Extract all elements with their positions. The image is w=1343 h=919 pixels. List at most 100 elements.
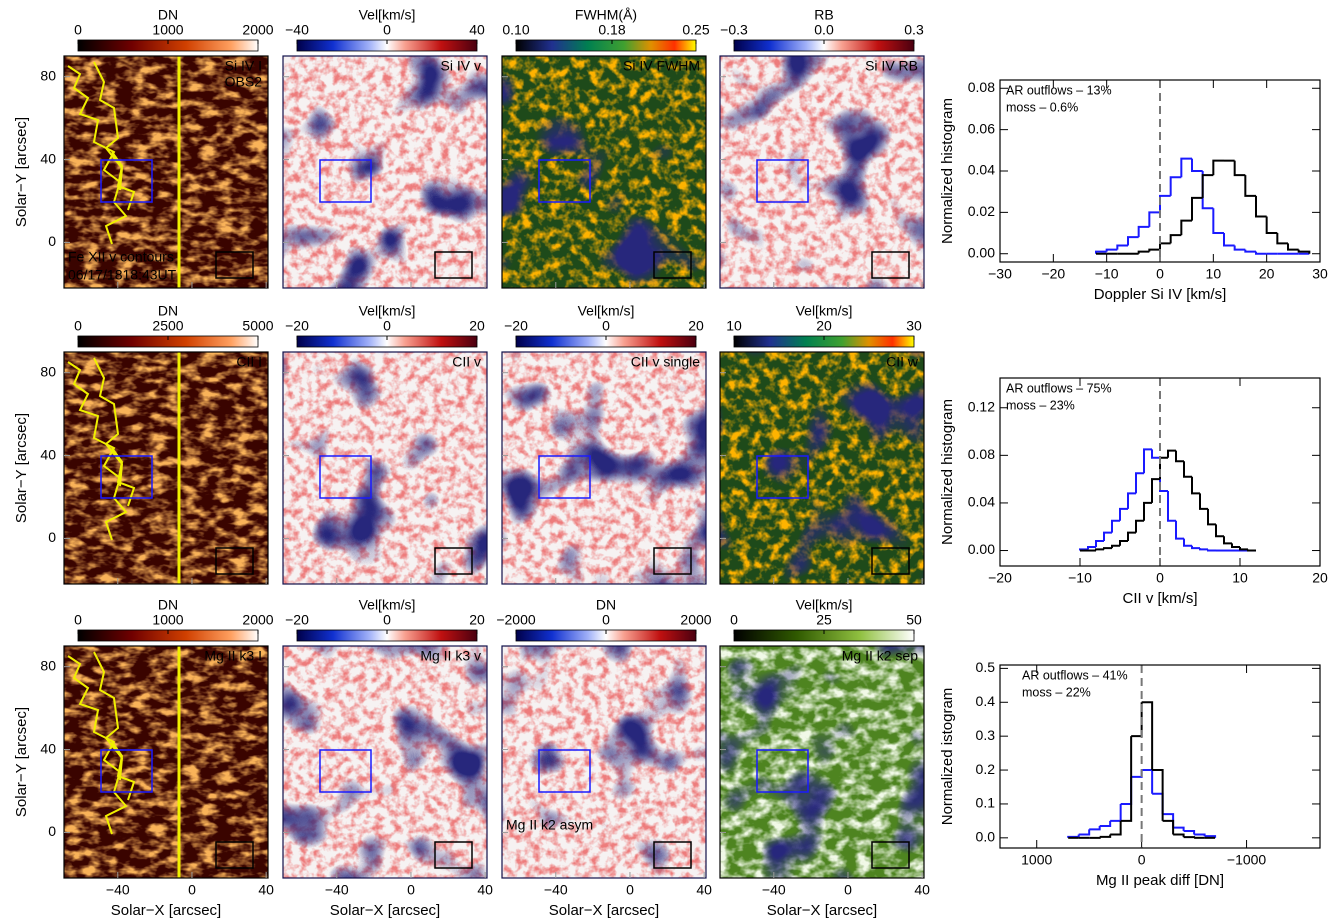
histogram-step — [1160, 243, 1171, 249]
y-tick-label: 0.00 — [968, 244, 995, 260]
histogram-step — [1152, 794, 1162, 814]
histogram-step — [1107, 250, 1118, 252]
x-tick-label: 40 — [696, 882, 712, 898]
y-axis-label: Normalized histogram — [939, 98, 956, 244]
histogram-step — [1136, 521, 1144, 533]
histogram-step — [1288, 243, 1299, 249]
colorbar-tick-label: 0.10 — [502, 22, 529, 38]
colorbar-tick-label: 50 — [906, 612, 922, 628]
histogram-step — [1245, 250, 1256, 252]
colorbar-tick-label: 0 — [74, 318, 82, 334]
histogram-step — [1248, 549, 1256, 550]
colorbar-tick-label: 0.18 — [598, 22, 625, 38]
x-tick-label: 20 — [1312, 570, 1328, 586]
colorbar-tick-label: 0 — [602, 318, 610, 334]
histogram-step — [1203, 171, 1214, 208]
x-axis-label: Solar−X [arcsec] — [111, 902, 221, 919]
colorbar-tick-label: 2000 — [680, 612, 711, 628]
histogram-step — [1184, 831, 1194, 834]
histogram-step — [1142, 702, 1152, 770]
histogram-step — [1194, 834, 1204, 836]
x-axis-label: Solar−X [arcsec] — [330, 902, 440, 919]
histogram-step — [1173, 828, 1183, 831]
histogram-step — [1160, 458, 1168, 479]
x-tick-label: −10 — [1068, 570, 1092, 586]
histogram-step — [1152, 449, 1160, 457]
histogram-step — [1181, 221, 1192, 235]
histogram-step — [1149, 250, 1160, 252]
histogram-step — [1088, 547, 1096, 549]
colorbar-tick-label: 0 — [383, 22, 391, 38]
histogram-step — [1160, 458, 1168, 491]
colorbar-tick-label: 1000 — [152, 22, 183, 38]
histogram-step — [1144, 449, 1152, 473]
histogram-step — [1152, 479, 1160, 503]
y-tick-label: 0.04 — [968, 162, 995, 178]
histogram-step — [1139, 252, 1150, 254]
histogram-step — [1100, 821, 1110, 826]
histogram-step — [1267, 217, 1278, 234]
histogram-step — [1213, 161, 1224, 175]
histogram-step — [1176, 451, 1184, 462]
panel-label: Mg II k2 sep — [842, 648, 918, 664]
colorbar-tick-label: 10 — [726, 318, 742, 334]
histogram-step — [1142, 770, 1152, 794]
histogram-step — [1117, 245, 1128, 249]
panel-label: CII v single — [631, 354, 700, 370]
x-tick-label: 10 — [1232, 570, 1248, 586]
histogram-step — [1171, 235, 1182, 243]
legend-entry: moss – 22% — [1022, 685, 1091, 699]
histogram-step — [1256, 196, 1267, 217]
y-axis-label: Solar−Y [arcsec] — [13, 117, 30, 227]
histogram-step — [1160, 196, 1171, 213]
colorbar-tick-label: 0 — [383, 318, 391, 334]
x-tick-label: 0 — [407, 882, 415, 898]
colorbar-tick-label: 2000 — [242, 612, 273, 628]
histogram-step — [1110, 804, 1120, 821]
histogram-step — [1203, 175, 1214, 198]
histogram-step — [1168, 451, 1176, 458]
figure: 010002000DNSi IV IOBS2Fe XII v contours0… — [0, 0, 1343, 919]
histogram-step — [1131, 770, 1141, 777]
histogram-step — [1277, 233, 1288, 243]
y-tick-label: 80 — [40, 657, 56, 673]
colorbar-label: Vel[km/s] — [359, 597, 416, 613]
colorbar-tick-label: −20 — [504, 318, 528, 334]
histogram-step — [1235, 161, 1246, 175]
histogram-step — [1192, 159, 1203, 171]
histogram-step — [1163, 821, 1173, 835]
histogram-step — [1136, 473, 1144, 493]
panel-label: Si IV v — [441, 58, 481, 74]
colorbar-tick-label: 0.0 — [814, 22, 834, 38]
histogram-step — [1245, 175, 1256, 196]
histogram-step — [1121, 736, 1131, 821]
histogram-step — [1173, 834, 1183, 837]
panel-annotation: Fe XII v contours — [68, 249, 174, 265]
panel-label: Si IV I — [225, 58, 262, 74]
histogram-step — [1096, 549, 1104, 550]
x-tick-label: −40 — [106, 882, 130, 898]
y-tick-label: 0.1 — [976, 795, 996, 811]
map-dark-region — [720, 56, 924, 288]
legend-entry: moss – 0.6% — [1006, 100, 1078, 114]
colorbar-tick-label: 20 — [469, 612, 485, 628]
legend-entry: moss – 23% — [1006, 398, 1075, 412]
map-dark-region — [283, 352, 487, 584]
x-tick-label: 1000 — [1021, 852, 1052, 868]
map-dark-region — [502, 56, 706, 288]
colorbar-tick-label: 40 — [469, 22, 485, 38]
y-tick-label: 0.4 — [976, 693, 996, 709]
histogram-step — [1089, 826, 1099, 829]
y-axis-label: Solar−Y [arcsec] — [13, 707, 30, 817]
panel-label: Mg II k3 v — [420, 648, 481, 664]
y-tick-label: 0.5 — [976, 659, 996, 675]
colorbar-label: DN — [158, 303, 178, 319]
x-axis-label: CII v [km/s] — [1123, 590, 1198, 607]
x-tick-label: −40 — [544, 882, 568, 898]
y-tick-label: 0.06 — [968, 120, 995, 136]
y-tick-label: 40 — [40, 740, 56, 756]
y-axis-label: Solar−Y [arcsec] — [13, 413, 30, 523]
y-tick-label: 0 — [48, 823, 56, 839]
x-tick-label: 40 — [258, 882, 274, 898]
colorbar-label: FWHM(Å) — [575, 7, 637, 23]
